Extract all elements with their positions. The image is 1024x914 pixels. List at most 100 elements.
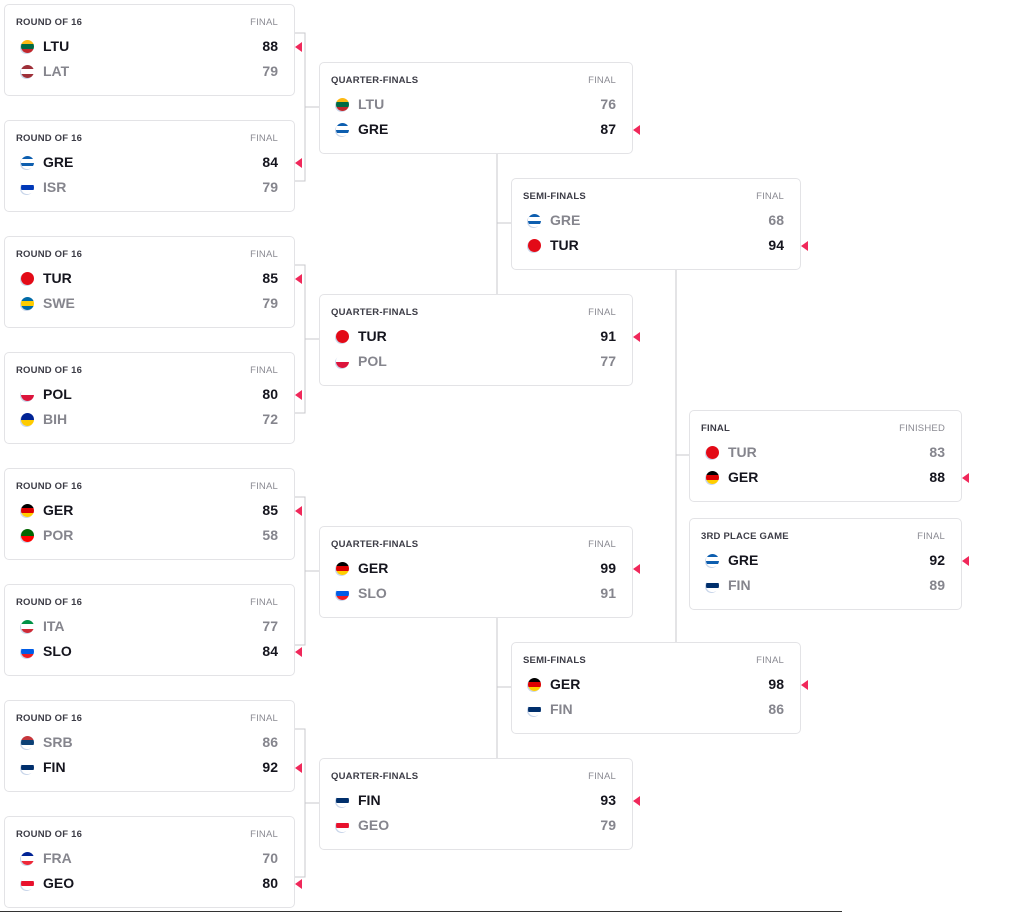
team-score: 80 — [262, 386, 278, 402]
team-row[interactable]: LAT 79 — [21, 62, 278, 82]
team-row[interactable]: LTU 76 — [336, 95, 616, 115]
team-score: 80 — [262, 875, 278, 891]
winner-arrow-icon — [295, 158, 302, 168]
team-code: POL — [43, 386, 72, 402]
team-code: SLO — [358, 585, 387, 601]
match-card[interactable]: QUARTER-FINALS FINAL FIN 93 GEO 79 — [319, 758, 640, 850]
team-score: 70 — [262, 850, 278, 866]
team-row[interactable]: TUR 85 — [21, 269, 302, 289]
match-header: SEMI-FINALS FINAL — [523, 191, 784, 202]
match-status: FINAL — [250, 713, 278, 724]
team-score: 79 — [262, 295, 278, 311]
match-card[interactable]: QUARTER-FINALS FINAL TUR 91 POL 77 — [319, 294, 640, 386]
team-row[interactable]: POR 58 — [21, 526, 278, 546]
flag-icon — [21, 40, 34, 53]
team-code: GRE — [550, 212, 581, 228]
match-card[interactable]: ROUND OF 16 FINAL SRB 86 FIN 92 — [4, 700, 302, 792]
match-card[interactable]: ROUND OF 16 FINAL GRE 84 ISR 79 — [4, 120, 302, 212]
team-row[interactable]: GER 85 — [21, 501, 302, 521]
flag-icon — [21, 156, 34, 169]
team-row[interactable]: SLO 84 — [21, 642, 302, 662]
team-row[interactable]: LTU 88 — [21, 37, 302, 57]
round-label: ROUND OF 16 — [16, 713, 83, 724]
team-row[interactable]: GRE 87 — [336, 120, 640, 140]
team-score: 68 — [768, 212, 784, 228]
team-row[interactable]: TUR 91 — [336, 327, 640, 347]
team-code: POL — [358, 353, 387, 369]
team-row[interactable]: FIN 89 — [706, 576, 945, 596]
match-card[interactable]: FINAL FINISHED TUR 83 GER 88 — [689, 410, 969, 502]
team-row[interactable]: GRE 92 — [706, 551, 969, 571]
round-label: FINAL — [701, 423, 730, 434]
team-score: 92 — [262, 759, 278, 775]
winner-arrow-icon — [633, 125, 640, 135]
flag-icon — [336, 587, 349, 600]
round-label: ROUND OF 16 — [16, 133, 83, 144]
match-card[interactable]: SEMI-FINALS FINAL GRE 68 TUR 94 — [511, 178, 808, 270]
team-row[interactable]: GEO 79 — [336, 816, 616, 836]
team-row[interactable]: FIN 93 — [336, 791, 640, 811]
round-label: QUARTER-FINALS — [331, 771, 419, 782]
match-card[interactable]: ROUND OF 16 FINAL LTU 88 LAT 79 — [4, 4, 302, 96]
team-code: TUR — [358, 328, 387, 344]
team-code: GEO — [358, 817, 390, 833]
team-row[interactable]: TUR 94 — [528, 236, 808, 256]
team-score: 79 — [262, 179, 278, 195]
winner-arrow-icon — [295, 879, 302, 889]
team-code: TUR — [43, 270, 72, 286]
team-score: 84 — [262, 643, 278, 659]
round-label: QUARTER-FINALS — [331, 539, 419, 550]
team-code: ITA — [43, 618, 65, 634]
team-row[interactable]: BIH 72 — [21, 410, 278, 430]
match-card[interactable]: ROUND OF 16 FINAL POL 80 BIH 72 — [4, 352, 302, 444]
team-row[interactable]: POL 80 — [21, 385, 302, 405]
match-header: ROUND OF 16 FINAL — [16, 597, 278, 608]
team-row[interactable]: GER 88 — [706, 468, 969, 488]
match-header: QUARTER-FINALS FINAL — [331, 75, 616, 86]
flag-icon — [336, 98, 349, 111]
team-row[interactable]: GER 98 — [528, 675, 808, 695]
team-row[interactable]: TUR 83 — [706, 443, 945, 463]
winner-arrow-icon — [295, 390, 302, 400]
match-card[interactable]: ROUND OF 16 FINAL FRA 70 GEO 80 — [4, 816, 302, 908]
team-code: GER — [358, 560, 389, 576]
team-score: 91 — [600, 585, 616, 601]
match-card[interactable]: QUARTER-FINALS FINAL GER 99 SLO 91 — [319, 526, 640, 618]
team-row[interactable]: FIN 86 — [528, 700, 784, 720]
match-card[interactable]: 3RD PLACE GAME FINAL GRE 92 FIN 89 — [689, 518, 969, 610]
team-code: GER — [43, 502, 74, 518]
team-row[interactable]: POL 77 — [336, 352, 616, 372]
team-code: LTU — [43, 38, 70, 54]
team-code: SRB — [43, 734, 73, 750]
flag-icon — [528, 214, 541, 227]
match-card[interactable]: SEMI-FINALS FINAL GER 98 FIN 86 — [511, 642, 808, 734]
team-row[interactable]: GER 99 — [336, 559, 640, 579]
team-row[interactable]: SLO 91 — [336, 584, 616, 604]
team-code: SLO — [43, 643, 72, 659]
team-code: BIH — [43, 411, 68, 427]
team-row[interactable]: GEO 80 — [21, 874, 302, 894]
team-code: FIN — [728, 577, 751, 593]
team-row[interactable]: SRB 86 — [21, 733, 278, 753]
team-row[interactable]: SWE 79 — [21, 294, 278, 314]
match-card[interactable]: ROUND OF 16 FINAL TUR 85 SWE 79 — [4, 236, 302, 328]
team-row[interactable]: GRE 84 — [21, 153, 302, 173]
match-header: SEMI-FINALS FINAL — [523, 655, 784, 666]
team-row[interactable]: FRA 70 — [21, 849, 278, 869]
match-status: FINAL — [250, 481, 278, 492]
team-code: FRA — [43, 850, 72, 866]
flag-icon — [336, 562, 349, 575]
match-card[interactable]: ROUND OF 16 FINAL ITA 77 SLO 84 — [4, 584, 302, 676]
team-code: TUR — [550, 237, 579, 253]
team-row[interactable]: GRE 68 — [528, 211, 784, 231]
team-row[interactable]: ITA 77 — [21, 617, 278, 637]
match-header: 3RD PLACE GAME FINAL — [701, 531, 945, 542]
team-score: 86 — [262, 734, 278, 750]
flag-icon — [21, 272, 34, 285]
team-row[interactable]: FIN 92 — [21, 758, 302, 778]
match-card[interactable]: QUARTER-FINALS FINAL LTU 76 GRE 87 — [319, 62, 640, 154]
team-row[interactable]: ISR 79 — [21, 178, 278, 198]
match-card[interactable]: ROUND OF 16 FINAL GER 85 POR 58 — [4, 468, 302, 560]
flag-icon — [706, 446, 719, 459]
